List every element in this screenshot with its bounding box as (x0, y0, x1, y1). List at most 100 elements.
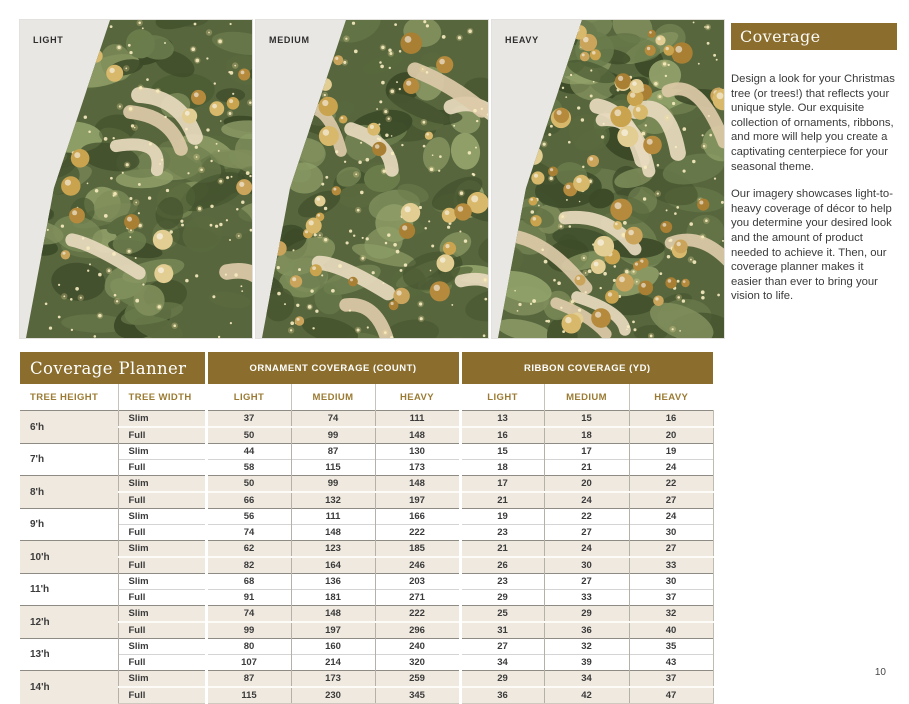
coverage-value-cell: 27 (543, 524, 630, 541)
coverage-level-label: HEAVY (505, 35, 539, 45)
coverage-value-cell: 132 (290, 491, 375, 509)
coverage-value-cell: 82 (204, 556, 291, 574)
tree-height-cell: 12'h (20, 605, 118, 639)
coverage-value-cell: 197 (374, 491, 461, 509)
planner-row: 14'h Slim 87 173 259 29 34 37 (20, 670, 714, 704)
column-header-tree-width: TREE WIDTH (117, 384, 206, 411)
tree-width-cell: Slim (117, 443, 206, 460)
coverage-value-cell: 148 (374, 426, 461, 444)
coverage-value-cell: 27 (458, 638, 545, 655)
planner-row: Full 58 115 173 18 21 24 (20, 459, 714, 476)
coverage-value-cell: 20 (543, 475, 630, 492)
column-header-ribbon-heavy: HEAVY (628, 384, 714, 411)
planner-row: 10'h Slim 62 123 185 21 24 27 (20, 540, 714, 574)
coverage-value-cell: 164 (290, 556, 375, 574)
coverage-value-cell: 44 (204, 443, 291, 460)
column-header-ornament-heavy: HEAVY (374, 384, 461, 411)
coverage-planner-table: Coverage Planner ORNAMENT COVERAGE (COUN… (20, 352, 714, 704)
coverage-value-cell: 16 (458, 426, 545, 444)
planner-row: 8'h Slim 50 99 148 17 20 22 (20, 475, 714, 509)
column-header-ribbon-light: LIGHT (458, 384, 545, 411)
coverage-value-cell: 17 (458, 475, 545, 492)
coverage-value-cell: 19 (628, 443, 714, 460)
coverage-value-cell: 111 (374, 410, 461, 427)
coverage-value-cell: 246 (374, 556, 461, 574)
coverage-value-cell: 20 (628, 426, 714, 444)
planner-row: Full 50 99 148 16 18 20 (20, 426, 714, 444)
coverage-value-cell: 37 (628, 589, 714, 606)
tree-height-cell: 10'h (20, 540, 118, 574)
coverage-value-cell: 148 (290, 524, 375, 541)
planner-row: Full 82 164 246 26 30 33 (20, 556, 714, 574)
coverage-value-cell: 185 (374, 540, 461, 557)
coverage-value-cell: 43 (628, 654, 714, 671)
coverage-value-cell: 15 (543, 410, 630, 427)
coverage-value-cell: 181 (290, 589, 375, 606)
coverage-value-cell: 21 (458, 540, 545, 557)
coverage-value-cell: 24 (543, 540, 630, 557)
tree-width-cell: Slim (117, 410, 206, 427)
coverage-value-cell: 80 (204, 638, 291, 655)
tree-height-cell: 9'h (20, 508, 118, 541)
ornament-coverage-header: ORNAMENT COVERAGE (COUNT) (206, 352, 462, 384)
coverage-value-cell: 37 (204, 410, 291, 427)
tree-width-cell: Full (117, 556, 206, 574)
tree-width-cell: Slim (117, 670, 206, 687)
tree-photo-light: LIGHT (19, 19, 253, 339)
planner-row: 7'h Slim 44 87 130 15 17 19 (20, 443, 714, 476)
coverage-value-cell: 32 (543, 638, 630, 655)
coverage-value-cell: 345 (374, 686, 461, 704)
coverage-value-cell: 30 (543, 556, 630, 574)
coverage-value-cell: 66 (204, 491, 291, 509)
tree-width-cell: Full (117, 686, 206, 704)
coverage-paragraph-1: Design a look for your Christmas tree (o… (731, 73, 895, 173)
coverage-value-cell: 99 (204, 621, 291, 639)
coverage-value-cell: 136 (290, 573, 375, 590)
coverage-value-cell: 68 (204, 573, 291, 590)
coverage-value-cell: 56 (204, 508, 291, 525)
coverage-value-cell: 24 (543, 491, 630, 509)
coverage-value-cell: 37 (628, 670, 714, 687)
tree-width-cell: Slim (117, 573, 206, 590)
coverage-value-cell: 32 (628, 605, 714, 622)
coverage-value-cell: 91 (204, 589, 291, 606)
planner-title: Coverage Planner (20, 352, 208, 384)
tree-width-cell: Full (117, 459, 206, 476)
coverage-level-label: MEDIUM (269, 35, 310, 45)
planner-row: 11'h Slim 68 136 203 23 27 30 (20, 573, 714, 606)
coverage-value-cell: 23 (458, 573, 545, 590)
planner-row: Full 107 214 320 34 39 43 (20, 654, 714, 671)
coverage-value-cell: 29 (458, 670, 545, 687)
coverage-value-cell: 50 (204, 426, 291, 444)
tree-width-cell: Full (117, 491, 206, 509)
coverage-value-cell: 26 (458, 556, 545, 574)
coverage-value-cell: 17 (543, 443, 630, 460)
planner-table-body: 6'h Slim 37 74 111 13 15 16 Full 50 99 148 16 18 20 7'h… (20, 410, 714, 704)
coverage-value-cell: 214 (290, 654, 375, 671)
coverage-gallery: LIGHT MEDIUM HEAVY Coverage Design a loo… (19, 19, 897, 339)
coverage-value-cell: 148 (374, 475, 461, 492)
christmas-tree-medium-image (256, 20, 488, 338)
tree-photo-heavy: HEAVY (491, 19, 725, 339)
coverage-value-cell: 148 (290, 605, 375, 622)
tree-height-cell: 8'h (20, 475, 118, 509)
coverage-value-cell: 320 (374, 654, 461, 671)
coverage-value-cell: 24 (628, 508, 714, 525)
coverage-value-cell: 35 (628, 638, 714, 655)
coverage-value-cell: 74 (290, 410, 375, 427)
coverage-sidebar: Coverage Design a look for your Christma… (731, 20, 897, 338)
coverage-value-cell: 24 (628, 459, 714, 476)
coverage-value-cell: 240 (374, 638, 461, 655)
coverage-value-cell: 33 (543, 589, 630, 606)
coverage-value-cell: 29 (543, 605, 630, 622)
coverage-value-cell: 47 (628, 686, 714, 704)
tree-width-cell: Slim (117, 475, 206, 492)
planner-row: Full 91 181 271 29 33 37 (20, 589, 714, 606)
coverage-value-cell: 27 (628, 540, 714, 557)
coverage-value-cell: 18 (458, 459, 545, 476)
coverage-level-label: LIGHT (33, 35, 64, 45)
planner-row: 12'h Slim 74 148 222 25 29 32 (20, 605, 714, 639)
coverage-value-cell: 15 (458, 443, 545, 460)
christmas-tree-light-image (20, 20, 252, 338)
tree-height-cell: 11'h (20, 573, 118, 606)
